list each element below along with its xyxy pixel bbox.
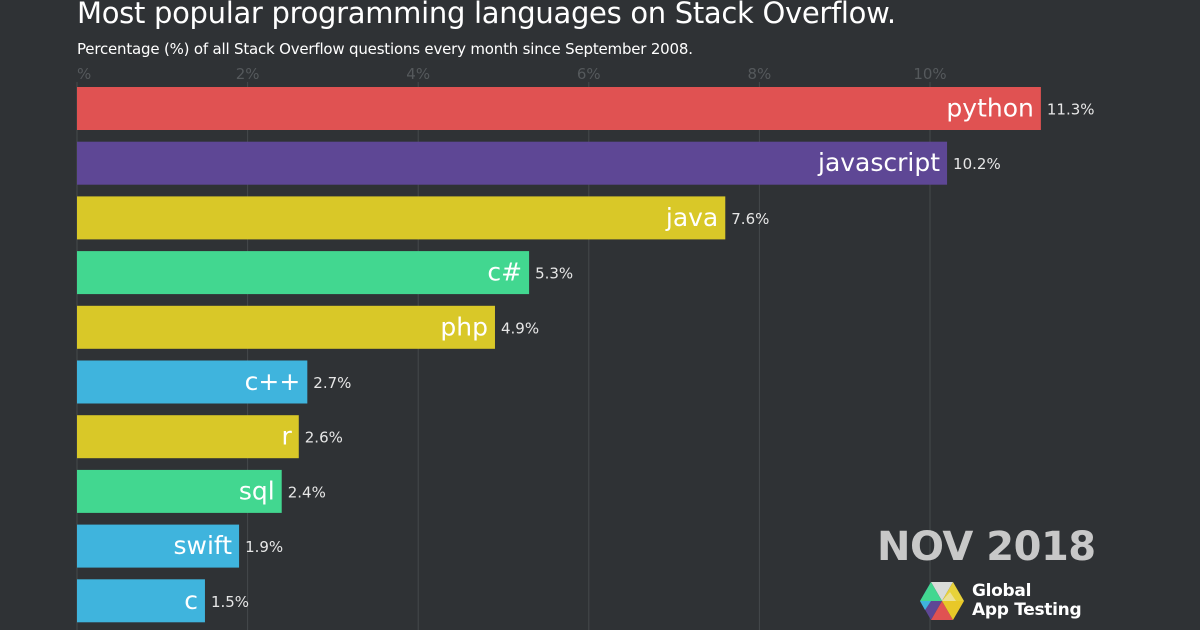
bar-csharp <box>77 251 530 295</box>
brand-logo: Global App Testing <box>920 580 1082 622</box>
chart-subtitle: Percentage (%) of all Stack Overflow que… <box>77 40 693 58</box>
bar-category-label: python <box>946 94 1033 123</box>
bar-swift <box>77 524 240 568</box>
bar-category-label: php <box>440 312 488 341</box>
bar-value-label: 1.5% <box>211 593 249 611</box>
x-tick-label: 6% <box>577 65 601 83</box>
bar-category-label: r <box>281 422 292 451</box>
bar-category-label: javascript <box>817 148 940 177</box>
bar-value-label: 2.4% <box>288 483 326 501</box>
bar-category-label: sql <box>239 476 275 505</box>
bars: python 11.3% javascript 10.2% java 7.6% c# 5.3%… <box>77 87 1095 623</box>
bar-category-label: java <box>665 203 718 232</box>
bar-php <box>77 305 495 349</box>
bar-category-label: c# <box>487 258 522 287</box>
bar-javascript <box>77 141 948 185</box>
x-tick-label: % <box>77 65 91 83</box>
bar-sql <box>77 469 282 513</box>
bar-python <box>77 87 1041 130</box>
bar-value-label: 5.3% <box>535 265 573 283</box>
bar-value-label: 2.7% <box>313 374 351 392</box>
bar-value-label: 1.9% <box>245 538 283 556</box>
bar-value-label: 10.2% <box>953 155 1001 173</box>
bar-value-label: 7.6% <box>731 210 769 228</box>
brand-line-1: Global <box>972 581 1032 601</box>
chart-title: Most popular programming languages on St… <box>77 0 896 30</box>
hexagon-logo-icon <box>920 582 964 620</box>
bar-cpp <box>77 360 308 404</box>
bar-value-label: 11.3% <box>1047 101 1095 119</box>
bar-java <box>77 196 726 240</box>
bar-value-label: 2.6% <box>305 429 343 447</box>
bar-c <box>77 579 205 623</box>
x-tick-label: 10% <box>913 65 946 83</box>
bar-value-label: 4.9% <box>501 319 539 337</box>
bar-category-label: c <box>184 586 198 615</box>
bar-r <box>77 415 299 459</box>
bar-category-label: swift <box>173 531 232 560</box>
brand-line-2: App Testing <box>972 600 1082 620</box>
period-label: NOV 2018 <box>877 524 1096 570</box>
bar-category-label: c++ <box>245 367 301 396</box>
x-tick-label: 2% <box>236 65 260 83</box>
x-tick-label: 4% <box>406 65 430 83</box>
x-tick-label: 8% <box>748 65 772 83</box>
